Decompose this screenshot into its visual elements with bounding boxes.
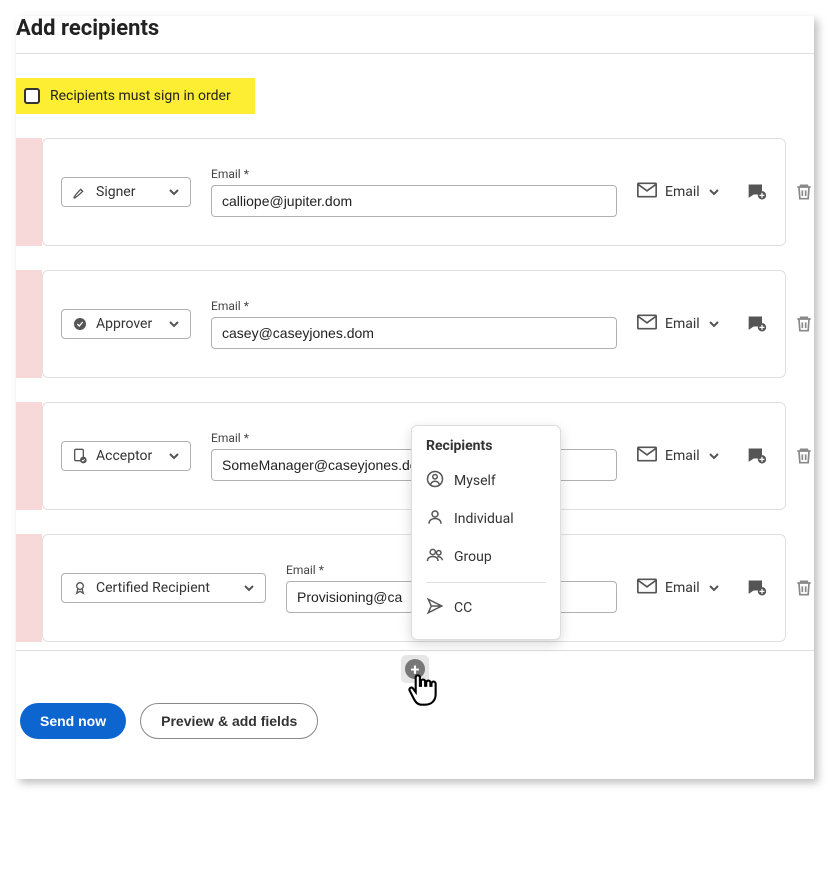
email-field-block: Email bbox=[211, 167, 617, 217]
delivery-select[interactable]: Email bbox=[637, 314, 727, 334]
recipient-card: Approver Email Email bbox=[42, 270, 786, 378]
message-add-icon[interactable] bbox=[747, 314, 767, 334]
popup-item-individual[interactable]: Individual bbox=[412, 500, 560, 538]
message-add-icon[interactable] bbox=[747, 578, 767, 598]
role-label: Certified Recipient bbox=[96, 580, 235, 596]
delivery-select[interactable]: Email bbox=[637, 446, 727, 466]
role-select[interactable]: Signer bbox=[61, 177, 191, 207]
message-add-icon[interactable] bbox=[747, 446, 767, 466]
delivery-select[interactable]: Email bbox=[637, 578, 727, 598]
chevron-down-icon bbox=[168, 186, 180, 198]
bottom-divider bbox=[16, 650, 814, 651]
message-add-icon[interactable] bbox=[747, 182, 767, 202]
popup-item-label: CC bbox=[454, 600, 472, 616]
preview-add-fields-button[interactable]: Preview & add fields bbox=[140, 703, 318, 739]
order-bar bbox=[16, 534, 42, 642]
delivery-label: Email bbox=[665, 316, 700, 332]
group-icon bbox=[426, 546, 444, 568]
sign-order-checkbox[interactable] bbox=[24, 88, 40, 104]
send-icon bbox=[426, 597, 444, 619]
chevron-down-icon bbox=[168, 450, 180, 462]
popup-divider bbox=[426, 582, 546, 583]
role-label: Approver bbox=[96, 316, 160, 332]
envelope-icon bbox=[637, 314, 657, 334]
title-divider bbox=[16, 53, 814, 54]
role-label: Signer bbox=[96, 184, 160, 200]
check-circle-icon bbox=[72, 316, 88, 332]
email-input[interactable] bbox=[211, 185, 617, 217]
recipient-row: Approver Email Email bbox=[16, 270, 814, 378]
pen-icon bbox=[72, 184, 88, 200]
recipient-row: Signer Email Email bbox=[16, 138, 814, 246]
chevron-down-icon bbox=[708, 582, 720, 594]
popup-item-label: Myself bbox=[454, 473, 496, 489]
email-label: Email bbox=[211, 167, 617, 181]
envelope-icon bbox=[637, 182, 657, 202]
envelope-icon bbox=[637, 578, 657, 598]
chevron-down-icon bbox=[243, 582, 255, 594]
delete-button[interactable] bbox=[794, 182, 814, 202]
myself-icon bbox=[426, 470, 444, 492]
cursor-hand-icon bbox=[401, 669, 443, 711]
envelope-icon bbox=[637, 446, 657, 466]
recipients-popup: Recipients Myself Individual Group bbox=[411, 425, 561, 640]
chevron-down-icon bbox=[708, 318, 720, 330]
delivery-select[interactable]: Email bbox=[637, 182, 727, 202]
sign-order-option[interactable]: Recipients must sign in order bbox=[16, 78, 255, 114]
role-select[interactable]: Approver bbox=[61, 309, 191, 339]
chevron-down-icon bbox=[708, 450, 720, 462]
popup-title: Recipients bbox=[412, 438, 560, 462]
person-icon bbox=[426, 508, 444, 530]
email-label: Email bbox=[211, 299, 617, 313]
doc-check-icon bbox=[72, 448, 88, 464]
popup-item-label: Individual bbox=[454, 511, 514, 527]
delivery-label: Email bbox=[665, 448, 700, 464]
role-select[interactable]: Acceptor bbox=[61, 441, 191, 471]
ribbon-icon bbox=[72, 580, 88, 596]
order-bar bbox=[16, 138, 42, 246]
order-bar bbox=[16, 402, 42, 510]
popup-item-cc[interactable]: CC bbox=[412, 589, 560, 627]
recipient-card: Signer Email Email bbox=[42, 138, 786, 246]
popup-item-myself[interactable]: Myself bbox=[412, 462, 560, 500]
sign-order-label: Recipients must sign in order bbox=[50, 88, 231, 104]
popup-item-label: Group bbox=[454, 549, 492, 565]
order-bar bbox=[16, 270, 42, 378]
chevron-down-icon bbox=[708, 186, 720, 198]
delivery-label: Email bbox=[665, 184, 700, 200]
delete-button[interactable] bbox=[794, 578, 814, 598]
delivery-label: Email bbox=[665, 580, 700, 596]
delete-button[interactable] bbox=[794, 446, 814, 466]
role-label: Acceptor bbox=[96, 448, 160, 464]
chevron-down-icon bbox=[168, 318, 180, 330]
page-title: Add recipients bbox=[16, 16, 814, 41]
delete-button[interactable] bbox=[794, 314, 814, 334]
role-select[interactable]: Certified Recipient bbox=[61, 573, 266, 603]
send-now-button[interactable]: Send now bbox=[20, 703, 126, 739]
popup-item-group[interactable]: Group bbox=[412, 538, 560, 576]
email-field-block: Email bbox=[211, 299, 617, 349]
email-input[interactable] bbox=[211, 317, 617, 349]
